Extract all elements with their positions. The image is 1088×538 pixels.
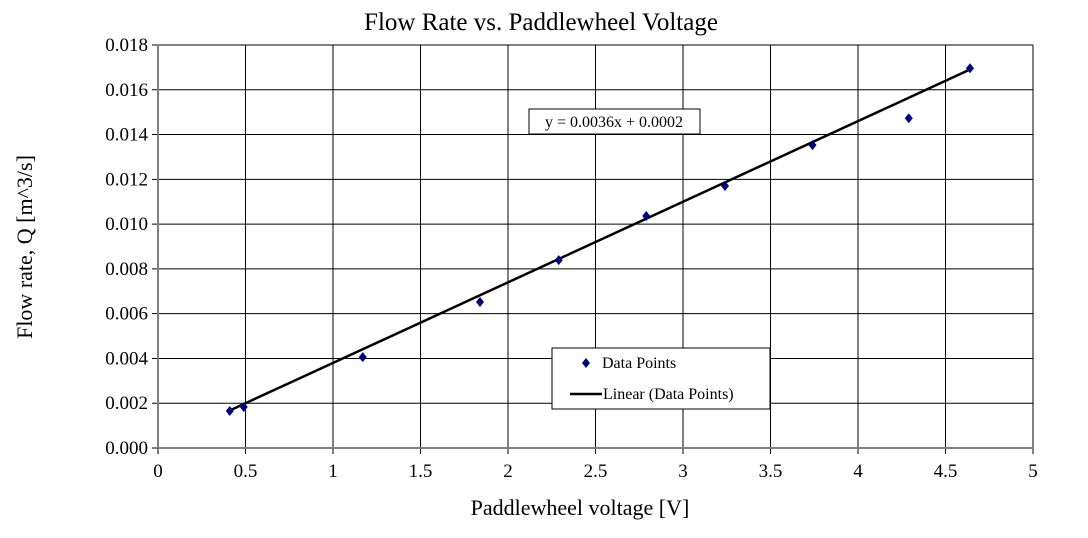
- y-tick-label: 0.002: [105, 393, 148, 414]
- legend: Data Points Linear (Data Points): [551, 347, 771, 410]
- trendline: [229, 68, 971, 412]
- data-point: [239, 402, 248, 413]
- data-point: [966, 63, 974, 74]
- x-tick-label: 3.5: [759, 461, 783, 482]
- y-tick-label: 0.016: [105, 80, 148, 101]
- x-tick-label: 3: [678, 461, 688, 482]
- x-tick-label: 1.5: [409, 461, 433, 482]
- trendline-equation: y = 0.0036x + 0.0002: [545, 114, 683, 131]
- legend-label-data-points: Data Points: [602, 355, 676, 372]
- data-point: [904, 113, 913, 124]
- y-tick-labels: 0.000 0.002 0.004 0.006 0.008 0.010 0.012 0.014…: [105, 35, 148, 459]
- x-tick-label: 1: [328, 461, 338, 482]
- data-points: [225, 63, 974, 417]
- y-axis-label: Flow rate, Q [m^3/s]: [12, 155, 37, 339]
- data-point: [554, 255, 563, 266]
- data-point: [358, 352, 367, 363]
- x-tick-label: 0: [153, 461, 163, 482]
- data-point: [642, 211, 651, 222]
- x-tick-labels: 0 0.5 1 1.5 2 2.5 3 3.5 4 4.5 5: [153, 461, 1038, 482]
- x-tick-label: 5: [1028, 461, 1038, 482]
- data-point: [808, 140, 817, 151]
- y-tick-label: 0.004: [105, 348, 148, 369]
- legend-label-linear: Linear (Data Points): [603, 386, 734, 403]
- y-tick-label: 0.008: [105, 259, 148, 280]
- x-tick-label: 4.5: [934, 461, 958, 482]
- chart-title: Flow Rate vs. Paddlewheel Voltage: [364, 9, 718, 36]
- x-tick-label: 0.5: [234, 461, 258, 482]
- y-tick-label: 0.010: [105, 214, 148, 235]
- y-tick-label: 0.000: [105, 438, 148, 459]
- x-tick-label: 4: [853, 461, 863, 482]
- data-point: [721, 181, 729, 192]
- y-tick-label: 0.006: [105, 304, 148, 325]
- y-tick-label: 0.018: [105, 35, 148, 56]
- data-point: [476, 297, 484, 308]
- x-tick-label: 2.5: [584, 461, 608, 482]
- y-tick-label: 0.014: [105, 125, 148, 146]
- y-tick-label: 0.012: [105, 169, 148, 190]
- x-axis-label: Paddlewheel voltage [V]: [471, 495, 690, 520]
- x-tick-label: 2: [503, 461, 513, 482]
- equation-box: y = 0.0036x + 0.0002: [528, 108, 701, 135]
- data-point: [225, 406, 234, 417]
- legend-marker-data-points: [582, 358, 590, 368]
